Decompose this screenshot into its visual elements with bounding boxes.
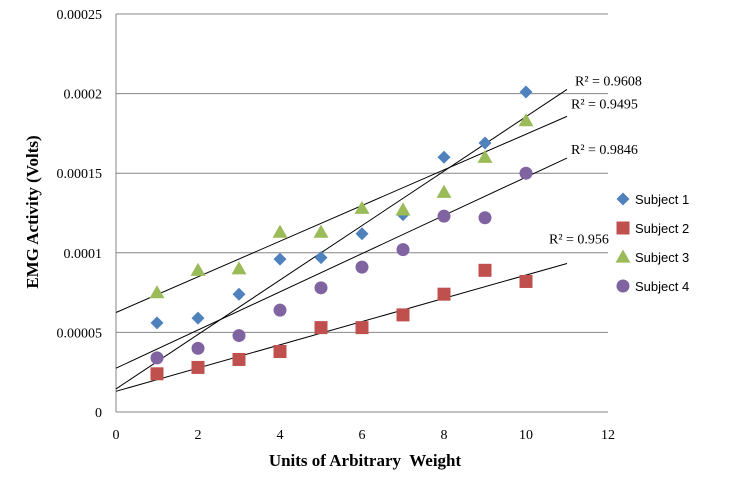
legend-marker	[616, 192, 630, 206]
data-point	[519, 85, 533, 99]
data-point	[518, 113, 534, 127]
legend-label: Subject 4	[635, 279, 689, 294]
y-tick-labels: 0 0.00005 0.0001 0.00015 0.0002 0.00025	[57, 8, 103, 421]
data-point	[150, 351, 164, 365]
x-tick-label: 12	[601, 428, 615, 443]
data-point	[396, 243, 410, 257]
data-point	[478, 136, 492, 150]
legend-item: Subject 1	[616, 192, 689, 207]
data-point	[232, 352, 246, 366]
data-point	[150, 367, 164, 381]
data-point	[191, 311, 205, 325]
data-point	[437, 150, 451, 164]
data-point	[314, 281, 328, 295]
x-axis-title: Units of Arbitrary Weight	[269, 451, 462, 470]
r2-label: R² = 0.9608	[575, 74, 642, 89]
data-point	[149, 285, 165, 299]
data-points	[149, 85, 534, 381]
data-point	[232, 329, 246, 343]
x-tick-label: 4	[277, 428, 284, 443]
y-tick-label: 0.0002	[64, 88, 103, 103]
data-point	[519, 274, 533, 288]
y-tick-label: 0.00025	[57, 8, 103, 23]
y-tick-label: 0.0001	[64, 247, 103, 262]
data-point	[437, 209, 451, 223]
data-point	[273, 345, 287, 359]
data-point	[355, 321, 369, 335]
legend-label: Subject 1	[635, 192, 689, 207]
data-point	[272, 224, 288, 238]
y-axis-title: EMG Activity (Volts)	[23, 135, 42, 288]
x-tick-label: 6	[359, 428, 366, 443]
data-point	[314, 251, 328, 265]
y-tick-label: 0	[95, 406, 102, 421]
data-point	[190, 262, 206, 276]
data-point	[478, 263, 492, 277]
legend-label: Subject 3	[635, 250, 689, 265]
data-point	[355, 227, 369, 241]
x-tick-label: 10	[519, 428, 533, 443]
data-point	[232, 287, 246, 301]
data-point	[519, 166, 533, 180]
data-point	[477, 149, 493, 163]
data-point	[273, 252, 287, 266]
data-point	[191, 341, 205, 355]
data-point	[437, 287, 451, 301]
data-point	[313, 224, 329, 238]
r2-label: R² = 0.9495	[571, 97, 638, 112]
x-tick-label: 2	[195, 428, 202, 443]
legend-marker	[615, 249, 631, 263]
axes	[115, 14, 608, 413]
data-point	[355, 260, 369, 274]
data-point	[273, 303, 287, 317]
data-point	[150, 316, 164, 330]
y-tick-label: 0.00015	[57, 167, 103, 182]
legend-label: Subject 2	[635, 221, 689, 236]
y-tick-label: 0.00005	[57, 326, 103, 341]
trendlines	[115, 89, 568, 392]
legend-marker	[616, 221, 630, 235]
x-tick-labels: 0 2 4 6 8 10 12	[113, 428, 616, 443]
r2-label: R² = 0.9846	[571, 143, 638, 158]
trendline	[115, 262, 568, 392]
data-point	[436, 184, 452, 198]
data-point	[354, 200, 370, 214]
legend-item: Subject 2	[616, 221, 689, 236]
data-point	[191, 360, 205, 374]
r2-labels: R² = 0.9608 R² = 0.956 R² = 0.9495 R² = 0.9…	[549, 74, 642, 247]
trendline	[115, 89, 568, 390]
data-point	[395, 202, 411, 216]
r2-label: R² = 0.956	[549, 232, 609, 247]
x-tick-label: 8	[441, 428, 448, 443]
data-point	[396, 308, 410, 322]
legend: Subject 1 Subject 2 Subject 3 Subject 4	[615, 192, 689, 294]
trendline	[115, 157, 568, 369]
data-point	[314, 321, 328, 335]
legend-marker	[616, 279, 630, 293]
data-point	[478, 211, 492, 225]
trendline	[115, 115, 568, 313]
legend-item: Subject 3	[615, 249, 689, 265]
data-point	[231, 261, 247, 275]
x-tick-label: 0	[113, 428, 120, 443]
legend-item: Subject 4	[616, 279, 689, 294]
